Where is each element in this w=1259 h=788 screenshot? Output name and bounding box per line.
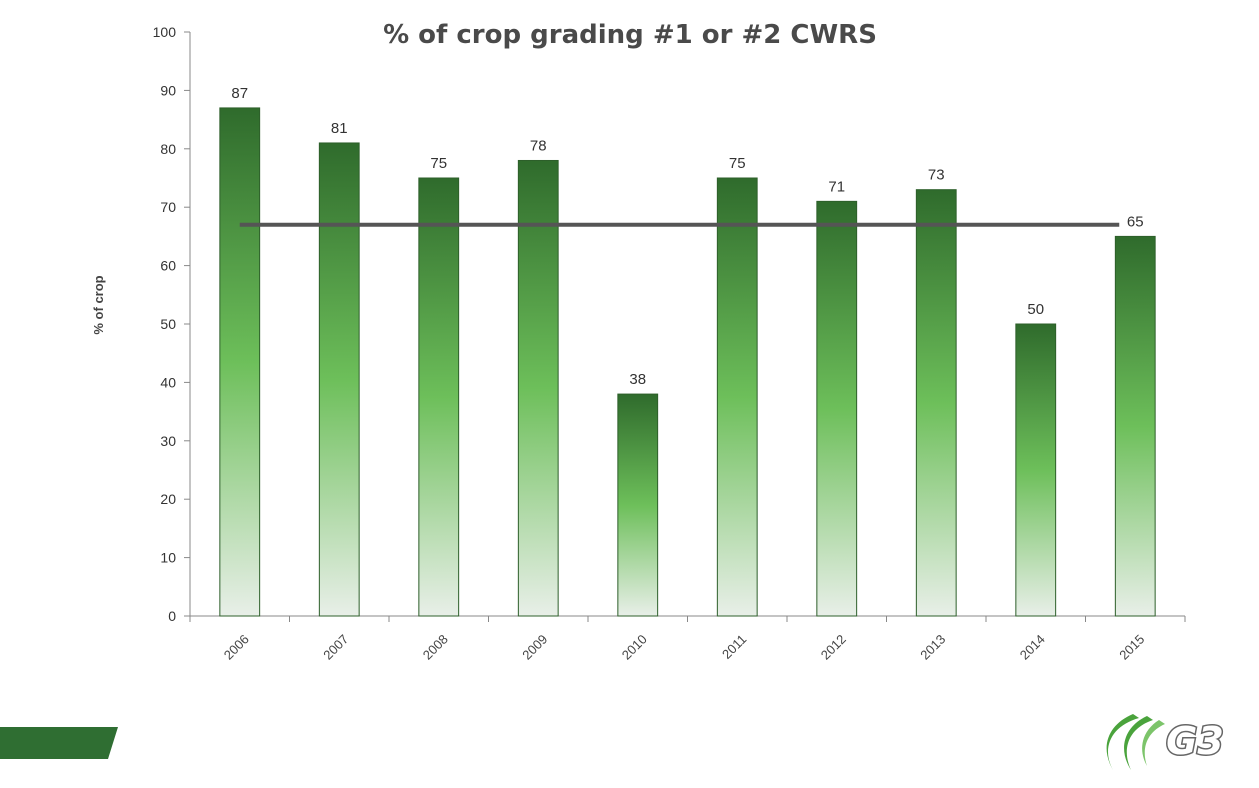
y-axis: 0 10 20 30 40 50 60 70 80 90 100	[153, 24, 191, 624]
y-tick-label: 40	[160, 374, 176, 390]
data-label: 87	[231, 85, 248, 102]
data-label: 73	[928, 167, 945, 184]
logo-text: G3	[1166, 719, 1224, 763]
bar-2009	[517, 159, 559, 617]
data-label: 75	[729, 155, 746, 172]
g3-logo: G3	[1106, 714, 1225, 770]
data-label: 50	[1027, 301, 1044, 318]
x-axis: 2006 2007 2008 2009 2010 2011 2012 2013 2014 2015	[189, 615, 1186, 663]
bars	[219, 107, 1156, 617]
y-tick-label: 10	[160, 550, 176, 566]
x-tick-label: 2006	[221, 632, 252, 663]
bar-2008	[418, 177, 460, 617]
x-tick-label: 2013	[917, 632, 948, 663]
y-tick-label: 80	[160, 141, 176, 157]
bar-2010	[617, 393, 659, 617]
y-tick-label: 90	[160, 82, 176, 98]
data-label: 65	[1127, 213, 1144, 230]
data-label: 38	[629, 371, 646, 388]
bar-2014	[1015, 323, 1057, 617]
footer-accent-bar	[0, 727, 118, 759]
y-tick-label: 60	[160, 258, 176, 274]
data-label: 78	[530, 137, 547, 154]
data-labels: 87 81 75 78 38 75 71 73 50 65	[231, 85, 1143, 388]
bar-2007	[318, 142, 360, 617]
y-tick-label: 100	[153, 24, 177, 40]
y-tick-label: 50	[160, 316, 176, 332]
x-tick-label: 2007	[320, 632, 351, 663]
y-tick-label: 0	[168, 608, 176, 624]
bar-2012	[816, 200, 858, 617]
y-tick-label: 70	[160, 199, 176, 215]
data-label: 71	[828, 178, 845, 195]
x-tick-label: 2014	[1017, 632, 1048, 663]
bar-2006	[219, 107, 261, 617]
y-tick-label: 30	[160, 433, 176, 449]
x-tick-label: 2010	[619, 632, 650, 663]
x-tick-label: 2012	[818, 632, 849, 663]
bar-2011	[716, 177, 758, 617]
x-tick-label: 2008	[420, 632, 451, 663]
x-tick-label: 2015	[1116, 632, 1147, 663]
bar-2015	[1114, 235, 1156, 617]
y-axis-label: % of crop	[91, 275, 106, 334]
y-tick-label: 20	[160, 491, 176, 507]
x-tick-label: 2011	[719, 632, 749, 662]
bar-2013	[915, 189, 957, 617]
chart-title: % of crop grading #1 or #2 CWRS	[383, 20, 877, 50]
data-label: 75	[430, 155, 447, 172]
x-tick-label: 2009	[519, 632, 550, 663]
data-label: 81	[331, 120, 348, 137]
